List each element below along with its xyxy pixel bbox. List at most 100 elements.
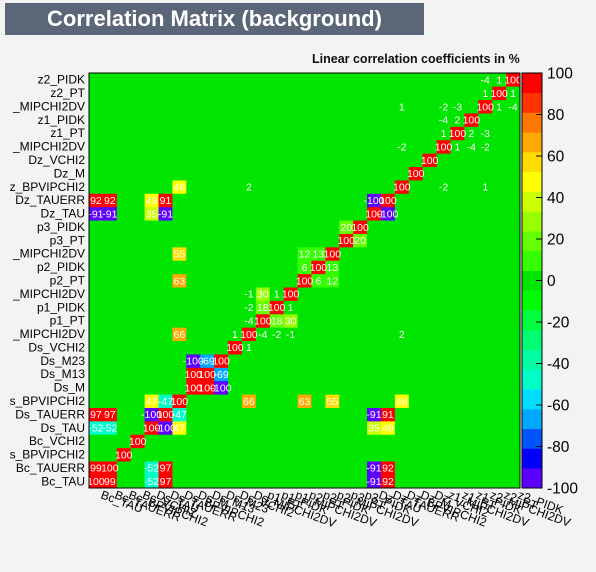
cell-value: 66 xyxy=(243,396,255,408)
heatmap-cell xyxy=(450,394,465,408)
heatmap-cell xyxy=(380,474,396,489)
heatmap-cell xyxy=(158,180,173,194)
column-labels: Bc_TAUBc_TAUERRBc_BPVIPCHI2Bc_VCHI2Ds_TA… xyxy=(99,488,573,531)
heatmap-cell xyxy=(450,327,465,342)
heatmap-cell xyxy=(283,73,298,87)
cell-value: 47 xyxy=(146,396,158,408)
cell-value: 55 xyxy=(174,249,186,261)
heatmap-cell xyxy=(214,180,229,194)
heatmap-cell xyxy=(130,126,145,141)
cell-value: 100 xyxy=(212,356,230,368)
heatmap-cell xyxy=(200,247,215,261)
heatmap-cell xyxy=(186,340,201,355)
heatmap-cell xyxy=(200,180,215,194)
heatmap-cell xyxy=(408,394,423,408)
heatmap-cell xyxy=(186,166,201,181)
heatmap-cell xyxy=(283,474,298,489)
row-label: p1_PT xyxy=(50,314,86,328)
heatmap-cell xyxy=(325,86,340,101)
cell-value: -2 xyxy=(272,329,281,341)
heatmap-cell xyxy=(380,367,396,382)
heatmap-cell xyxy=(506,153,521,168)
heatmap-cell xyxy=(297,220,312,234)
heatmap-cell xyxy=(144,313,159,328)
heatmap-cell xyxy=(436,113,451,127)
heatmap-cell xyxy=(255,354,271,368)
cell-value: 100 xyxy=(393,182,411,194)
heatmap-cell xyxy=(464,461,479,475)
heatmap-cell xyxy=(380,421,396,435)
cell-value: -2 xyxy=(439,101,448,113)
heatmap-cell xyxy=(450,233,465,248)
heatmap-cell xyxy=(325,260,340,275)
heatmap-cell xyxy=(241,233,257,248)
color-bar-band xyxy=(522,132,542,153)
heatmap-cell xyxy=(102,300,118,315)
cell-value: 100 xyxy=(449,128,467,140)
color-bar-band xyxy=(522,448,542,469)
heatmap-cell xyxy=(255,233,271,248)
heatmap-cell xyxy=(241,313,257,328)
heatmap-cell xyxy=(464,434,479,449)
heatmap-cell xyxy=(436,260,451,275)
heatmap-cell xyxy=(255,447,271,462)
cell-value: 92 xyxy=(382,463,394,475)
heatmap-cell xyxy=(228,193,243,208)
heatmap-cell xyxy=(255,193,271,208)
heatmap-cell xyxy=(464,113,479,127)
heatmap-cell xyxy=(339,206,354,221)
heatmap-cell xyxy=(297,327,312,342)
cell-value: 100 xyxy=(87,476,105,488)
heatmap-cell xyxy=(339,300,354,315)
heatmap-cell xyxy=(492,327,507,342)
heatmap-cell xyxy=(228,260,243,275)
cell-value: 35 xyxy=(368,423,380,435)
chart-title: Correlation Matrix (background) xyxy=(5,3,424,35)
heatmap-cell xyxy=(255,126,271,141)
heatmap-cell xyxy=(214,166,229,181)
heatmap-cell xyxy=(506,394,521,408)
heatmap-cell xyxy=(89,113,104,127)
heatmap-cell xyxy=(241,421,257,435)
heatmap-cell xyxy=(311,180,326,194)
heatmap-cell xyxy=(158,474,173,489)
heatmap-cell xyxy=(89,139,104,154)
heatmap-cell xyxy=(464,233,479,248)
heatmap-cell xyxy=(367,434,382,449)
row-label: _MIPCHI2DV xyxy=(12,99,85,113)
heatmap-cell xyxy=(367,86,382,101)
heatmap-cell xyxy=(464,247,479,261)
heatmap-cell xyxy=(436,139,451,154)
cell-value: 97 xyxy=(90,409,102,421)
heatmap-cell xyxy=(241,434,257,449)
cell-value: 1 xyxy=(482,182,488,194)
heatmap-cell xyxy=(228,340,243,355)
heatmap-cell xyxy=(325,474,340,489)
heatmap-cell xyxy=(269,434,284,449)
heatmap-cell xyxy=(450,220,465,234)
heatmap-cell xyxy=(297,206,312,221)
heatmap-cell xyxy=(130,273,145,288)
row-label: _MIPCHI2DV xyxy=(12,287,85,301)
heatmap-cell xyxy=(436,421,451,435)
heatmap-cell xyxy=(450,407,465,422)
heatmap-cell xyxy=(325,273,340,288)
heatmap-cell xyxy=(200,421,215,435)
heatmap-cell xyxy=(172,139,187,154)
heatmap-cell xyxy=(492,139,507,154)
heatmap-cell xyxy=(492,206,507,221)
heatmap-cell xyxy=(255,206,271,221)
heatmap-cell xyxy=(394,126,410,141)
heatmap-cell xyxy=(380,113,396,127)
heatmap-cell xyxy=(214,367,229,382)
heatmap-cell xyxy=(464,327,479,342)
heatmap-cell xyxy=(394,313,410,328)
heatmap-cell xyxy=(89,380,104,395)
heatmap-cell xyxy=(144,273,159,288)
cell-value: -4 xyxy=(481,74,490,86)
heatmap-cell xyxy=(394,273,410,288)
heatmap-cell xyxy=(506,233,521,248)
heatmap-cell xyxy=(394,166,410,181)
cell-value: 92 xyxy=(382,476,394,488)
heatmap-cell xyxy=(283,394,298,408)
